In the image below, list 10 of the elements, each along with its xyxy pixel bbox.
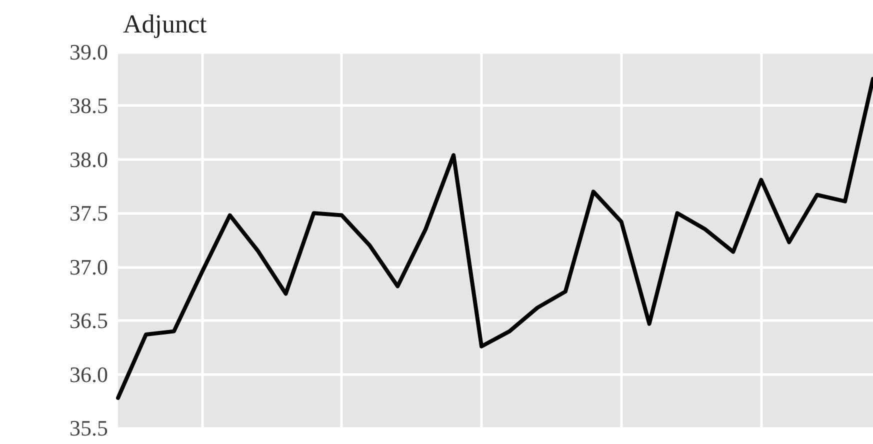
line-series [116, 76, 873, 400]
y-tick-label: 39.0 [70, 40, 108, 64]
y-tick-label: 36.5 [70, 308, 108, 334]
y-tick-label: 35.5 [70, 416, 108, 440]
y-tick-label: 38.0 [70, 146, 108, 172]
y-tick-label: 37.5 [70, 200, 108, 226]
y-tick-label: 36.0 [70, 362, 108, 387]
chart-title: Adjunct [123, 10, 208, 38]
y-tick-label: 37.0 [70, 254, 108, 280]
y-tick-label: 38.5 [70, 93, 108, 118]
